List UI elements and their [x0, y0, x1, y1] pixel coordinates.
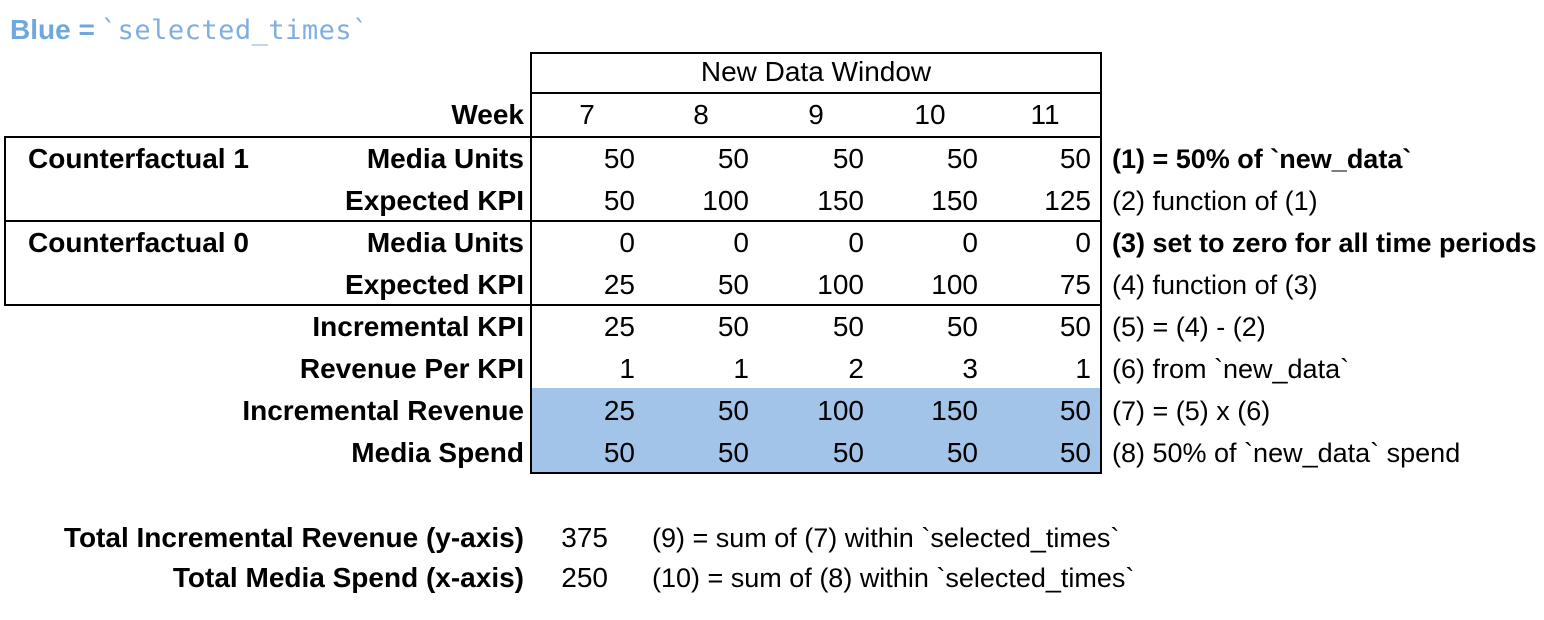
total-media-spend-label: Total Media Spend (x-axis) [172, 562, 524, 593]
border-table-bottom [530, 472, 1102, 474]
annotation-8: (8) 50% of `new_data` spend [1112, 438, 1461, 468]
table-cell: 1 [619, 353, 635, 384]
table-cell: 0 [962, 227, 978, 258]
group-label-counterfactual-0: Counterfactual 0 [28, 227, 249, 258]
border-cf1-top [4, 136, 1102, 138]
legend-note: Blue = `selected_times` [10, 14, 369, 46]
table-cell: 50 [717, 143, 749, 174]
table-cell: 1 [733, 353, 749, 384]
table-cell-highlighted: 50 [832, 437, 864, 468]
week-cell: 10 [914, 99, 946, 130]
table-cell: 50 [1059, 311, 1091, 342]
table-cell-highlighted: 50 [1059, 395, 1091, 426]
table-cell-highlighted: 50 [946, 437, 978, 468]
group-label-counterfactual-1: Counterfactual 1 [28, 143, 249, 174]
table-cell: 50 [717, 311, 749, 342]
row-label-expected-kpi-cf0: Expected KPI [345, 269, 524, 300]
table-cell: 3 [962, 353, 978, 384]
table-cell: 50 [832, 311, 864, 342]
row-label-media-spend: Media Spend [351, 437, 524, 468]
selected-times-highlight [532, 388, 1100, 472]
table-cell: 75 [1059, 269, 1091, 300]
row-label-media-units-cf0: Media Units [366, 227, 524, 258]
table-cell: 2 [848, 353, 864, 384]
table-cell: 50 [946, 143, 978, 174]
table-cell: 50 [1059, 143, 1091, 174]
table-cell: 0 [848, 227, 864, 258]
table-cell-highlighted: 50 [603, 437, 635, 468]
table-cell: 150 [931, 185, 978, 216]
total-media-spend-value: 250 [561, 562, 608, 593]
table-cell: 50 [946, 311, 978, 342]
table-cell-highlighted: 25 [603, 395, 635, 426]
table-cell-highlighted: 50 [1059, 437, 1091, 468]
table-cell: 125 [1044, 185, 1091, 216]
table-cell: 100 [702, 185, 749, 216]
border-data-right [1100, 52, 1102, 474]
table-cell-highlighted: 150 [931, 395, 978, 426]
border-header-bottom [530, 92, 1102, 94]
table-cell: 1 [1075, 353, 1091, 384]
row-label-expected-kpi-cf1: Expected KPI [345, 185, 524, 216]
row-label-media-units-cf1: Media Units [366, 143, 524, 174]
table-cell: 0 [1075, 227, 1091, 258]
selected-times-code: `selected_times` [100, 15, 369, 46]
table-cell: 0 [733, 227, 749, 258]
row-label-incremental-revenue: Incremental Revenue [242, 395, 524, 426]
table-cell-highlighted: 50 [717, 437, 749, 468]
week-cell: 7 [579, 99, 595, 130]
table-cell-highlighted: 50 [717, 395, 749, 426]
row-label-revenue-per-kpi: Revenue Per KPI [299, 353, 524, 384]
table-cell: 50 [832, 143, 864, 174]
table-cell: 25 [603, 269, 635, 300]
annotation-4: (4) function of (3) [1112, 270, 1318, 300]
annotation-6: (6) from `new_data` [1112, 354, 1350, 384]
table-cell: 25 [603, 311, 635, 342]
table-cell: 100 [817, 269, 864, 300]
border-cf0-bottom [4, 304, 1102, 306]
annotation-10: (10) = sum of (8) within `selected_times… [652, 563, 1135, 593]
annotation-7: (7) = (5) x (6) [1112, 396, 1271, 426]
annotation-1: (1) = 50% of `new_data` [1112, 144, 1412, 174]
table-cell: 50 [603, 143, 635, 174]
table-cell-highlighted: 100 [817, 395, 864, 426]
week-cell: 9 [808, 99, 824, 130]
border-data-left [530, 52, 532, 474]
table-cell: 50 [603, 185, 635, 216]
week-label: Week [451, 99, 524, 130]
annotation-9: (9) = sum of (7) within `selected_times` [652, 523, 1120, 553]
total-incremental-revenue-label: Total Incremental Revenue (y-axis) [63, 522, 524, 553]
border-header-top [530, 52, 1102, 54]
table-cell: 100 [931, 269, 978, 300]
annotation-5: (5) = (4) - (2) [1112, 312, 1266, 342]
table-cell: 150 [817, 185, 864, 216]
annotation-2: (2) function of (1) [1112, 186, 1318, 216]
week-cell: 8 [693, 99, 709, 130]
border-cf-divider [4, 220, 1102, 222]
annotation-3: (3) set to zero for all time periods [1112, 228, 1537, 258]
new-data-window-title: New Data Window [700, 56, 932, 87]
total-incremental-revenue-value: 375 [561, 522, 608, 553]
border-cf-left [4, 136, 6, 306]
row-label-incremental-kpi: Incremental KPI [312, 311, 524, 342]
week-cell: 11 [1030, 99, 1060, 130]
table-cell: 50 [717, 269, 749, 300]
table-cell: 0 [619, 227, 635, 258]
legend-color-word: Blue = [10, 14, 95, 45]
